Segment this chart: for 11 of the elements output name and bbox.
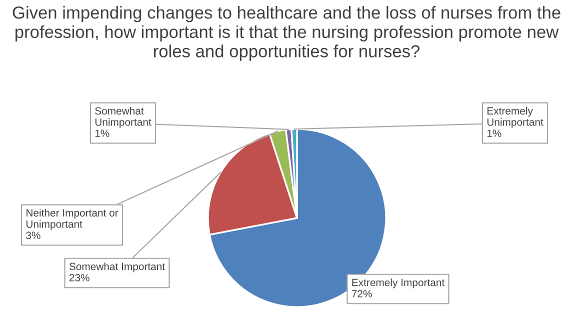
slice-label: Somewhat Unimportant bbox=[95, 106, 152, 128]
data-label: 1% bbox=[95, 130, 110, 137]
data-label: 72% bbox=[352, 290, 372, 298]
data-label: 1% bbox=[487, 130, 502, 137]
data-label: 3% bbox=[26, 232, 40, 240]
chart-title: Given impending changes to healthcare and the loss of nurses from the profession, how important is it that the nursing profession promote new roles and opportunities for nurses? bbox=[12, 6, 560, 61]
slice-label: Neither Important or Unimportant bbox=[26, 208, 118, 230]
slice-label: Somewhat Important bbox=[69, 262, 165, 272]
slice-label: Extremely Important bbox=[352, 278, 445, 288]
data-label: 23% bbox=[69, 274, 90, 282]
slice-label: Extremely Unimportant bbox=[487, 106, 544, 128]
